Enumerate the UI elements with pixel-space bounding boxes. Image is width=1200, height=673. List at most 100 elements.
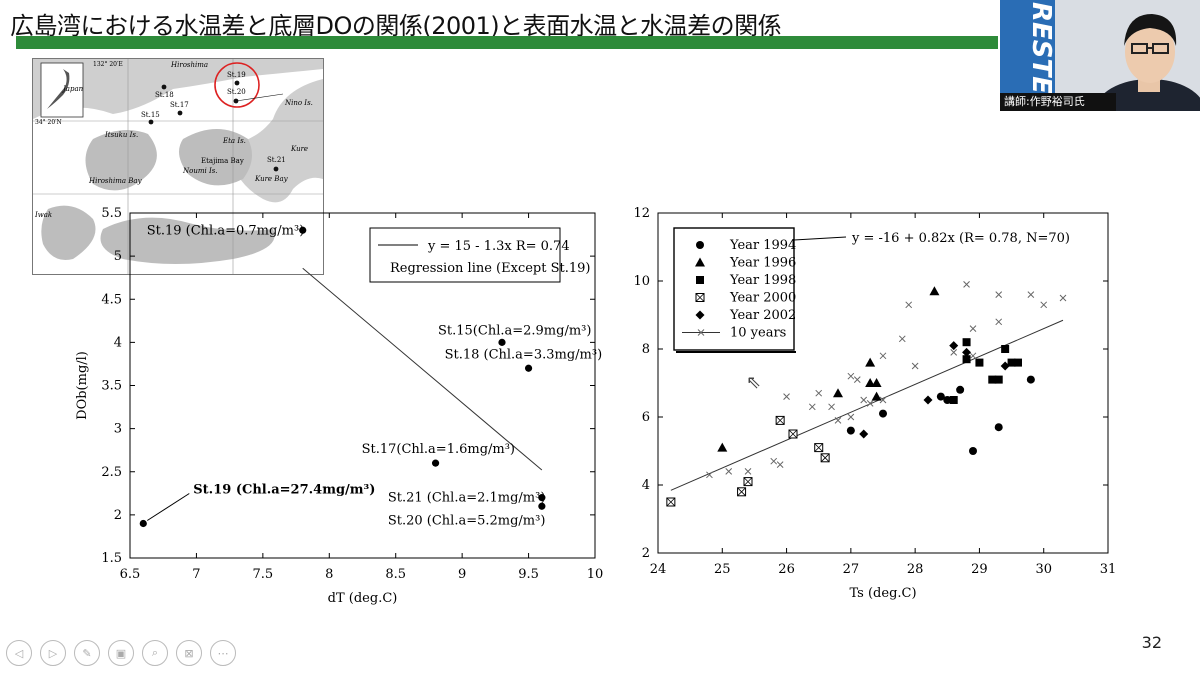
x-tick-label: 28 <box>907 562 924 577</box>
speaker-portrait <box>1000 0 1200 111</box>
data-point-x <box>725 468 733 475</box>
more-icon[interactable]: ⋯ <box>210 640 236 666</box>
data-point-x <box>783 393 790 400</box>
x-tick-label: 25 <box>714 562 731 577</box>
x-axis-label: dT (deg.C) <box>328 591 398 606</box>
chart-dt-vs-dob-svg: 6.5 7 7.5 8 8.5 9 9.5 10 1.5 2 2.5 3 3.5 4 4.5 5 5.5 dT (… <box>75 206 603 606</box>
legend-entry: Year 2000 <box>729 291 796 306</box>
data-point <box>498 338 506 346</box>
y-tick-label: 10 <box>633 274 650 289</box>
data-point <box>538 502 546 510</box>
data-point-x <box>744 468 752 475</box>
x-tick-label: 31 <box>1100 562 1117 577</box>
data-point-x <box>879 396 887 404</box>
data-label: St.19 (Chl.a=0.7mg/m³) <box>147 223 305 238</box>
y-tick-label: 2 <box>114 508 122 523</box>
pointer-icon[interactable]: ⊠ <box>176 640 202 666</box>
legend-entry: 10 years <box>730 326 786 341</box>
map-label-lat: 34° 20′N <box>35 119 62 126</box>
data-point-boxed-x <box>814 443 824 453</box>
data-point-x <box>834 417 842 424</box>
y-tick-label: 4 <box>642 478 650 493</box>
prev-icon[interactable]: ◁ <box>6 640 32 666</box>
data-point-x <box>879 352 887 360</box>
data-point-square <box>994 375 1003 384</box>
legend-box <box>673 227 795 351</box>
data-point-circle <box>943 396 952 404</box>
map-label-etajima-bay: Etajima Bay <box>201 157 244 165</box>
data-point-circle <box>969 447 977 455</box>
data-label: St.17(Chl.a=1.6mg/m³) <box>362 442 515 457</box>
map-label-st20: St.20 <box>227 88 246 96</box>
map-label-kure-bay: Kure Bay <box>255 175 288 183</box>
title-underline-bar <box>16 36 998 49</box>
data-point-diamond <box>962 347 972 357</box>
data-point-x <box>1040 301 1048 309</box>
boxed-x-cross <box>666 497 676 507</box>
data-point-square <box>1014 358 1022 367</box>
plot-frame <box>657 212 1109 554</box>
map-label-eta: Eta Is. <box>223 137 246 145</box>
data-point-square <box>962 355 971 364</box>
data-point-x <box>1059 294 1067 302</box>
data-point <box>538 494 546 502</box>
data-point-boxed-x <box>788 429 798 439</box>
data-point-triangle <box>717 442 728 452</box>
boxed-x-cross <box>737 487 746 497</box>
slides-icon[interactable]: ▣ <box>108 640 134 666</box>
data-point-boxed-x <box>666 497 676 507</box>
data-point-x <box>853 376 861 383</box>
speaker-video: RESTEC 講師:作野裕司氏 <box>1000 0 1200 111</box>
slide-title: 広島湾における水温差と底層DOの関係(2001)と表面水温と水温差の関係 <box>10 12 782 40</box>
data-point-x <box>770 457 778 465</box>
y-axis-label: DOb(mg/l) <box>75 351 90 420</box>
data-label: St.20 (Chl.a=5.2mg/m³) <box>388 513 546 528</box>
boxed-x-cross <box>814 443 823 452</box>
data-point-triangle <box>865 378 876 387</box>
pen-icon[interactable]: ✎ <box>74 640 100 666</box>
map-label-st15: St.15 <box>141 111 160 119</box>
data-point-x <box>847 413 855 421</box>
x-tick-label: 24 <box>650 562 667 577</box>
equation-pointer <box>793 236 847 241</box>
data-point-x <box>697 329 705 336</box>
map-label-st19: St.19 <box>227 71 246 79</box>
next-icon[interactable]: ▷ <box>40 640 66 666</box>
y-tick-label: 1.5 <box>101 551 122 566</box>
map-label-hiroshima-bay: Hiroshima Bay <box>89 177 142 185</box>
y-tick-label: 12 <box>633 206 650 221</box>
regression-equation: y = -16 + 0.82x (R= 0.78, N=70) <box>851 231 1070 246</box>
data-point-diamond <box>1000 361 1010 371</box>
hiroshima-bay-map: Japan 132° 20′E Hiroshima St.19 St.20 St… <box>32 58 324 275</box>
data-point-triangle <box>695 257 705 267</box>
x-tick-label: 6.5 <box>120 567 141 582</box>
x-tick-label: 7.5 <box>253 567 274 582</box>
boxed-x-cross <box>775 416 785 425</box>
data-point-x <box>776 461 784 468</box>
x-tick-label: 9.5 <box>518 567 539 582</box>
boxed-x-cross <box>743 477 753 486</box>
map-label-st18: St.18 <box>155 91 174 99</box>
map-label-st17: St.17 <box>170 101 189 109</box>
data-point-x <box>828 403 835 411</box>
y-tick-label: 2 <box>642 546 650 561</box>
data-point-square <box>696 276 704 284</box>
data-point-x <box>847 372 855 380</box>
x-tick-label: 26 <box>778 562 795 577</box>
data-point-circle <box>936 392 945 401</box>
data-point-x <box>995 291 1003 298</box>
zoom-icon[interactable]: ⌕ <box>142 640 168 666</box>
data-point-triangle <box>929 286 940 296</box>
map-label-nino: Nino Is. <box>285 99 313 107</box>
data-point-x <box>1027 291 1035 298</box>
y-tick-label: 8 <box>642 342 650 357</box>
x-tick-label: 29 <box>971 562 988 577</box>
data-point-triangle <box>865 357 876 367</box>
x-axis-label: Ts (deg.C) <box>849 586 916 601</box>
data-point-circle <box>846 426 855 435</box>
legend-entry: Year 1998 <box>729 273 796 288</box>
data-point-circle <box>1026 375 1035 384</box>
data-point-square <box>1001 345 1010 353</box>
